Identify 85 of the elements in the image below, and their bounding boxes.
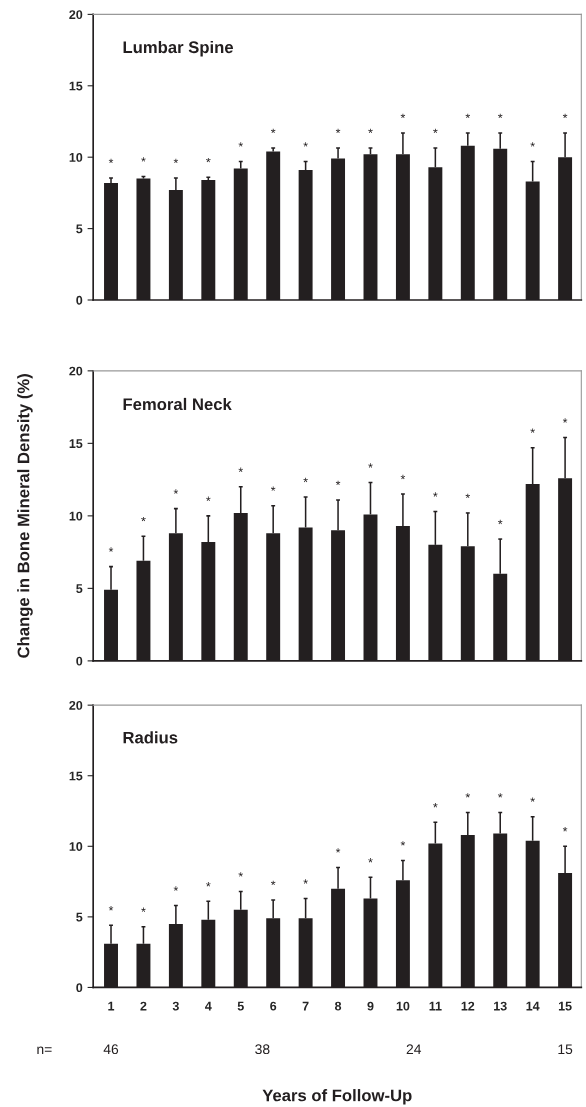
text: Lumbar Spine bbox=[123, 40, 234, 57]
annotation: * bbox=[335, 848, 341, 853]
text: n= bbox=[37, 1046, 52, 1054]
annotation: * bbox=[206, 496, 211, 501]
annotation: * bbox=[368, 463, 373, 468]
annotation: * bbox=[400, 113, 406, 119]
annotation: * bbox=[270, 880, 276, 886]
annotation: * bbox=[433, 803, 438, 808]
y-tick-label: 0 bbox=[76, 656, 83, 666]
x-tick-label: 1 bbox=[108, 1001, 115, 1011]
y-tick-label: 5 bbox=[76, 584, 83, 594]
y-tick-label: 15 bbox=[69, 81, 83, 91]
y-tick-label: 15 bbox=[69, 771, 83, 781]
text: Femoral Neck bbox=[123, 397, 232, 411]
annotation: * bbox=[400, 474, 406, 480]
annotation: * bbox=[562, 827, 568, 832]
annotation: * bbox=[465, 113, 471, 119]
y-tick-label: 20 bbox=[69, 10, 83, 20]
x-tick-label: 4 bbox=[205, 1001, 212, 1011]
x-tick-label: 10 bbox=[396, 1001, 410, 1011]
annotation: * bbox=[335, 480, 341, 486]
annotation: * bbox=[270, 486, 276, 491]
x-tick-label: 2 bbox=[140, 1001, 147, 1011]
annotation: * bbox=[465, 493, 471, 499]
x-tick-label: 3 bbox=[172, 1001, 179, 1011]
annotation: * bbox=[368, 858, 373, 863]
annotation: * bbox=[141, 157, 146, 162]
annotation: * bbox=[173, 886, 179, 891]
annotation: * bbox=[530, 797, 535, 802]
y-tick-label: 5 bbox=[76, 224, 83, 234]
y-tick-label: 10 bbox=[69, 842, 83, 851]
y-axis-title: Change in Bone Mineral Density (%) bbox=[17, 374, 33, 658]
annotation: * bbox=[206, 882, 211, 887]
annotation: * bbox=[108, 547, 114, 552]
annotation: * bbox=[530, 142, 535, 147]
annotation: * bbox=[497, 113, 503, 119]
annotation: * bbox=[206, 157, 211, 163]
text: 24 bbox=[406, 1044, 422, 1054]
x-tick-label: 8 bbox=[334, 1001, 342, 1011]
y-tick-label: 20 bbox=[69, 700, 83, 710]
annotation: * bbox=[238, 142, 243, 147]
text: Radius bbox=[123, 731, 178, 744]
y-tick-label: 10 bbox=[69, 511, 83, 521]
annotation: * bbox=[562, 113, 568, 119]
x-tick-label: 11 bbox=[429, 1001, 442, 1011]
annotation: * bbox=[465, 793, 471, 798]
x-tick-label: 7 bbox=[302, 1001, 309, 1011]
y-tick-label: 15 bbox=[69, 439, 83, 449]
annotation: * bbox=[562, 418, 568, 423]
y-tick-label: 5 bbox=[76, 912, 83, 922]
text: 38 bbox=[255, 1044, 270, 1055]
annotation: * bbox=[368, 128, 373, 134]
x-tick-label: 13 bbox=[494, 1001, 507, 1011]
x-tick-label: 9 bbox=[367, 1001, 374, 1011]
text: 46 bbox=[103, 1044, 119, 1055]
annotation: * bbox=[303, 477, 308, 483]
y-tick-label: 0 bbox=[76, 295, 83, 305]
y-tick-label: 10 bbox=[69, 152, 83, 162]
annotation: * bbox=[173, 489, 179, 494]
annotation: * bbox=[303, 142, 308, 147]
annotation: * bbox=[108, 158, 114, 164]
y-tick-label: 0 bbox=[76, 983, 83, 993]
annotation: * bbox=[530, 428, 535, 433]
annotation: * bbox=[335, 128, 341, 134]
x-tick-label: 14 bbox=[526, 1001, 540, 1011]
annotation: * bbox=[238, 467, 243, 472]
text: 15 bbox=[558, 1044, 573, 1055]
annotation: * bbox=[141, 907, 146, 912]
y-tick-label: 20 bbox=[69, 366, 83, 376]
annotation: * bbox=[141, 516, 146, 522]
annotation: * bbox=[303, 879, 308, 884]
x-tick-label: 15 bbox=[558, 1001, 572, 1011]
x-axis-title: Years of Follow-Up bbox=[262, 1089, 412, 1105]
annotation: * bbox=[497, 793, 503, 798]
annotation: * bbox=[433, 492, 438, 497]
annotation: * bbox=[270, 128, 276, 134]
annotation: * bbox=[400, 841, 406, 846]
x-tick-label: 5 bbox=[237, 1001, 244, 1011]
annotation: * bbox=[238, 872, 243, 877]
annotation: * bbox=[497, 519, 503, 525]
annotation: * bbox=[108, 906, 114, 911]
x-tick-label: 12 bbox=[461, 1001, 475, 1011]
annotation: * bbox=[173, 158, 179, 164]
x-tick-label: 6 bbox=[270, 1001, 277, 1011]
annotation: * bbox=[433, 128, 438, 134]
